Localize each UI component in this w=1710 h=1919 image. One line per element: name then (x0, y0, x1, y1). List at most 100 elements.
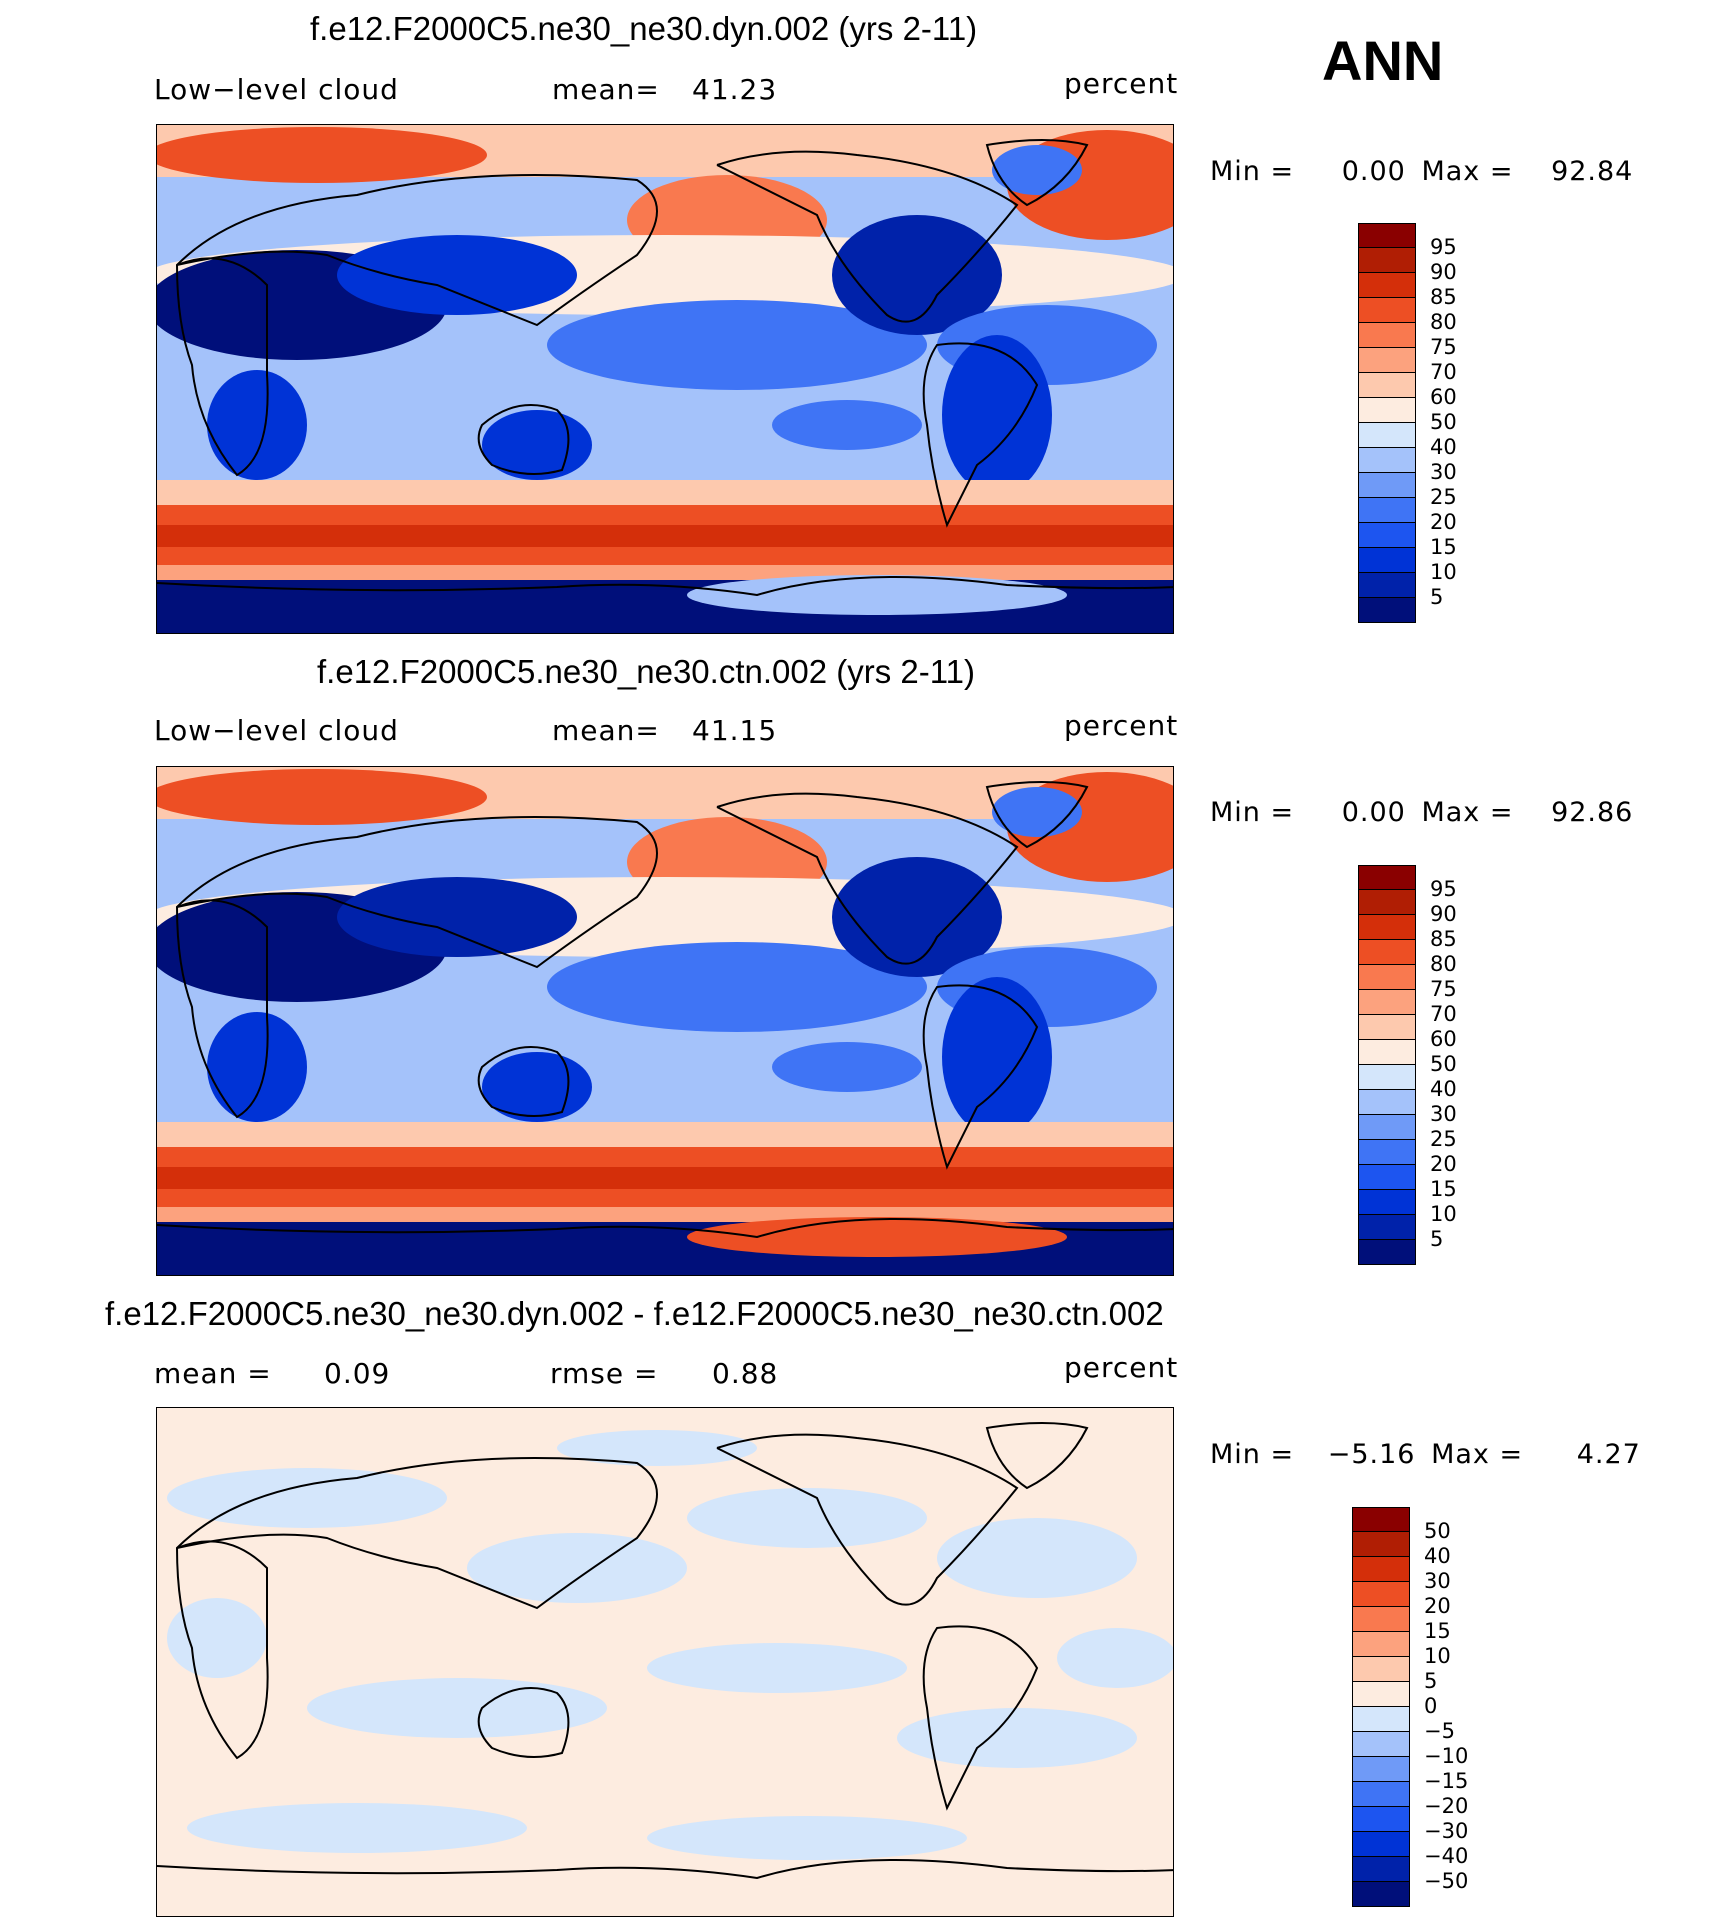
panel-1-coast-south-america (922, 342, 1039, 528)
colorbar-tick-label: 75 (1430, 335, 1457, 359)
colorbar-swatch (1352, 1507, 1410, 1532)
colorbar-swatch (1358, 273, 1416, 298)
panel-1-pacific-low (547, 300, 927, 390)
panel-3-neg-patch-9 (647, 1816, 967, 1860)
colorbar-tick-label: −20 (1424, 1794, 1469, 1818)
colorbar-tick-label: 30 (1424, 1569, 1451, 1593)
panel-2-field (157, 767, 1173, 1275)
panel-3-max-label: Max = (1431, 1439, 1524, 1470)
colorbar-tick-label: 40 (1424, 1544, 1451, 1568)
panel-2-coast-africa (175, 899, 269, 1119)
panel-1-southern-ocean-core (157, 525, 1173, 547)
panel-3-field (157, 1408, 1173, 1916)
panel-2-coast-australia (477, 1046, 570, 1117)
panel-3-neg-patch-5 (307, 1678, 607, 1738)
colorbar-swatch (1358, 448, 1416, 473)
colorbar-swatch (1352, 1682, 1410, 1707)
colorbar-swatch (1358, 1190, 1416, 1215)
colorbar-tick-label: 15 (1424, 1619, 1451, 1643)
colorbar-swatch (1352, 1632, 1410, 1657)
colorbar-tick-label: 70 (1430, 360, 1457, 384)
panel-1-mean-label: mean= (552, 73, 660, 106)
colorbar-swatch (1358, 373, 1416, 398)
panel-2-coast-antarctica (157, 1218, 1173, 1239)
colorbar-swatch (1352, 1882, 1410, 1907)
colorbar-swatch (1358, 473, 1416, 498)
panel-3-map-svg (157, 1408, 1173, 1916)
colorbar-tick-label: −5 (1424, 1719, 1455, 1743)
panel-2-min-value: 0.00 (1341, 797, 1406, 828)
panel-1-greenland-low (992, 145, 1082, 195)
panel-2-min-label: Min = (1210, 797, 1295, 828)
panel-2-coastlines (157, 781, 1173, 1239)
panel-3-neg-patch-3 (687, 1488, 927, 1548)
colorbar-tick-label: −40 (1424, 1844, 1469, 1868)
panel-2-samerica-low (942, 977, 1052, 1137)
panel-2-pacific-low (547, 942, 927, 1032)
panel-3-coast-australia (477, 1687, 570, 1758)
panel-1-europe-high (157, 127, 487, 183)
colorbar-swatch (1358, 573, 1416, 598)
colorbar-tick-label: 85 (1430, 927, 1457, 951)
colorbar-tick-label: 20 (1430, 1152, 1457, 1176)
panel-3-max-value: 4.27 (1576, 1439, 1641, 1470)
panel-1-ross-sea (687, 575, 1067, 615)
panel-3-mean-label: mean = (154, 1357, 272, 1390)
panel-2-variable-label: Low−level cloud (154, 714, 399, 747)
colorbar-tick-label: 15 (1430, 535, 1457, 559)
panel-2-title: f.e12.F2000C5.ne30_ne30.ctn.002 (yrs 2-1… (317, 653, 975, 690)
panel-2-antarctic-edge (157, 1207, 1173, 1222)
panel-2-asia-low (337, 877, 577, 957)
panel-1-coast-africa (175, 257, 269, 477)
panel-3-rmse-value: 0.88 (712, 1357, 779, 1390)
panel-2-sepacific-low (772, 1042, 922, 1092)
colorbar-tick-label: 25 (1430, 1127, 1457, 1151)
panel-1-mean-value: 41.23 (692, 73, 778, 106)
panel-2-mean-value: 41.15 (692, 714, 778, 747)
panel-3-minmax: Min = −5.16 Max = 4.27 (1210, 1439, 1641, 1470)
colorbar-swatch (1358, 598, 1416, 623)
colorbar-tick-label: 10 (1424, 1644, 1451, 1668)
panel-1-min-label: Min = (1210, 156, 1295, 187)
panel-2-australia-low (482, 1052, 592, 1122)
panel-3-coast-north-america (716, 1433, 1019, 1606)
colorbar-swatch (1352, 1657, 1410, 1682)
colorbar-swatch (1358, 1065, 1416, 1090)
panel-2-max-label: Max = (1421, 797, 1514, 828)
colorbar-swatch (1358, 298, 1416, 323)
colorbar-swatch (1358, 1140, 1416, 1165)
colorbar-swatch (1358, 1015, 1416, 1040)
colorbar-swatch (1358, 1215, 1416, 1240)
panel-2-map-svg (157, 767, 1173, 1275)
panel-1-minmax: Min = 0.00 Max = 92.84 (1210, 156, 1633, 187)
colorbar-swatch (1358, 1090, 1416, 1115)
colorbar-tick-label: 60 (1430, 1027, 1457, 1051)
colorbar-swatch (1352, 1532, 1410, 1557)
panel-1-title: f.e12.F2000C5.ne30_ne30.dyn.002 (yrs 2-1… (310, 10, 978, 47)
colorbar-tick-label: −10 (1424, 1744, 1469, 1768)
panel-2-southern-transition (157, 1122, 1173, 1150)
colorbar-tick-label: 30 (1430, 1102, 1457, 1126)
panel-3-coast-greenland (985, 1422, 1089, 1490)
colorbar-tick-label: 20 (1424, 1594, 1451, 1618)
colorbar-swatch (1352, 1557, 1410, 1582)
panel-3-neg-patch-4 (937, 1518, 1137, 1598)
colorbar-tick-label: 85 (1430, 285, 1457, 309)
panel-3-neg-patch-7 (897, 1708, 1137, 1768)
colorbar-tick-label: 60 (1430, 385, 1457, 409)
panel-2-africa-low (207, 1012, 307, 1122)
colorbar-tick-label: 90 (1430, 902, 1457, 926)
panel-2-coast-eurasia (176, 816, 658, 969)
colorbar-swatch (1352, 1807, 1410, 1832)
panel-1-coast-greenland (985, 139, 1089, 207)
colorbar-swatch (1358, 423, 1416, 448)
panel-3-neg-patch-6 (647, 1643, 907, 1693)
panel-3-coast-south-america (922, 1625, 1039, 1811)
panel-1-asia-low (337, 235, 577, 315)
panel-1-sepacific-low (772, 400, 922, 450)
colorbar-swatch (1358, 323, 1416, 348)
panel-2-coast-north-america (716, 792, 1019, 965)
panel-1-coast-australia (477, 404, 570, 475)
colorbar-tick-label: −15 (1424, 1769, 1469, 1793)
colorbar-swatch (1358, 223, 1416, 248)
